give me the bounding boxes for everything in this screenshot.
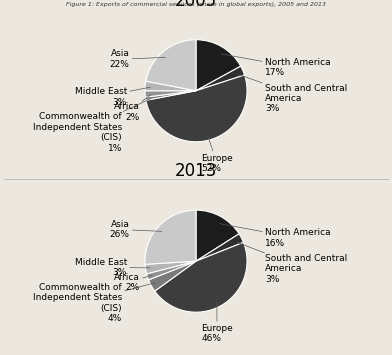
Text: Africa
2%: Africa 2% <box>114 273 152 292</box>
Wedge shape <box>196 210 239 261</box>
Text: Africa
2%: Africa 2% <box>114 95 151 122</box>
Text: North America
16%: North America 16% <box>220 224 330 248</box>
Text: Figure 1: Exports of commercial services (share in global exports), 2005 and 201: Figure 1: Exports of commercial services… <box>66 2 326 7</box>
Text: Middle East
3%: Middle East 3% <box>75 87 150 106</box>
Text: Asia
26%: Asia 26% <box>110 220 162 239</box>
Title: 2005: 2005 <box>175 0 217 10</box>
Text: Europe
52%: Europe 52% <box>201 135 233 173</box>
Wedge shape <box>196 40 241 91</box>
Wedge shape <box>145 91 196 100</box>
Wedge shape <box>147 261 196 280</box>
Wedge shape <box>196 234 243 261</box>
Text: North America
17%: North America 17% <box>221 54 330 77</box>
Title: 2013: 2013 <box>175 162 217 180</box>
Wedge shape <box>145 91 196 97</box>
Wedge shape <box>145 210 196 264</box>
Text: South and Central
America
3%: South and Central America 3% <box>237 242 347 284</box>
Wedge shape <box>145 261 196 274</box>
Wedge shape <box>149 261 196 291</box>
Text: Commonwealth of
Independent States
(CIS)
4%: Commonwealth of Independent States (CIS)… <box>33 283 155 323</box>
Text: Commonwealth of
Independent States
(CIS)
1%: Commonwealth of Independent States (CIS)… <box>33 99 151 153</box>
Wedge shape <box>155 242 247 312</box>
Wedge shape <box>145 81 196 91</box>
Text: Middle East
3%: Middle East 3% <box>75 258 151 277</box>
Text: Europe
46%: Europe 46% <box>201 302 233 343</box>
Text: South and Central
America
3%: South and Central America 3% <box>238 75 347 113</box>
Wedge shape <box>196 66 245 91</box>
Text: Asia
22%: Asia 22% <box>110 49 165 69</box>
Wedge shape <box>146 75 247 142</box>
Wedge shape <box>146 40 196 91</box>
